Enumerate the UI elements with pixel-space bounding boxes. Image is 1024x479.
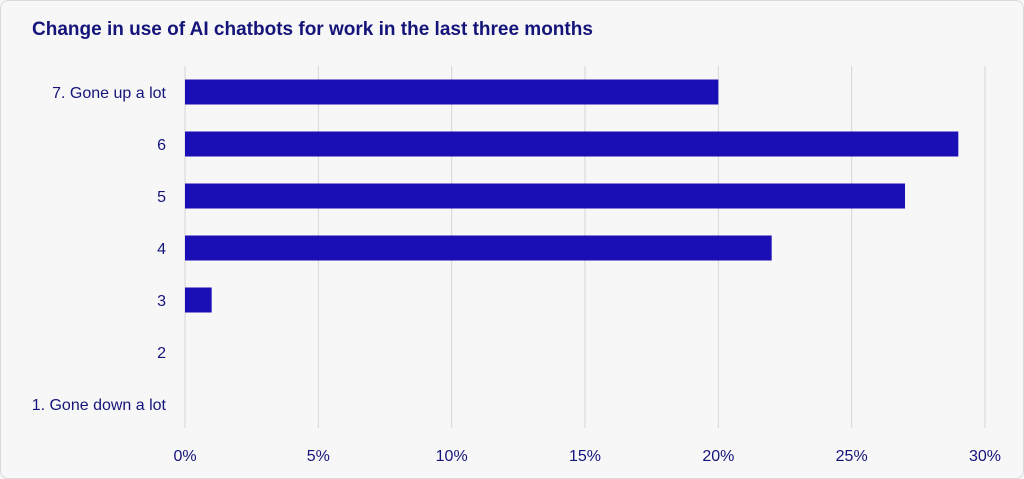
category-label: 3	[157, 293, 166, 310]
x-tick-label: 15%	[569, 448, 601, 465]
x-tick-label: 0%	[173, 448, 196, 465]
bar	[185, 183, 905, 209]
x-tick-label: 25%	[836, 448, 868, 465]
chart-title: Change in use of AI chatbots for work in…	[32, 19, 593, 40]
category-label: 2	[157, 345, 166, 362]
x-tick-label: 20%	[702, 448, 734, 465]
category-label: 6	[157, 137, 166, 154]
bar	[185, 79, 719, 105]
bar	[185, 131, 959, 157]
bar	[185, 287, 212, 313]
category-label: 7. Gone up a lot	[52, 85, 166, 102]
category-label: 5	[157, 189, 166, 206]
x-tick-label: 30%	[969, 448, 1001, 465]
x-axis-ticks: 0% 5% 10% 15% 20% 25% 30%	[173, 448, 1001, 465]
x-tick-label: 10%	[436, 448, 468, 465]
category-label: 4	[157, 241, 166, 258]
x-tick-label: 5%	[307, 448, 330, 465]
category-label: 1. Gone down a lot	[32, 397, 167, 414]
category-labels: 7. Gone up a lot 6 5 4 3 2 1. Gone down a lot	[32, 85, 167, 414]
bar	[185, 235, 772, 261]
bars	[185, 79, 959, 313]
